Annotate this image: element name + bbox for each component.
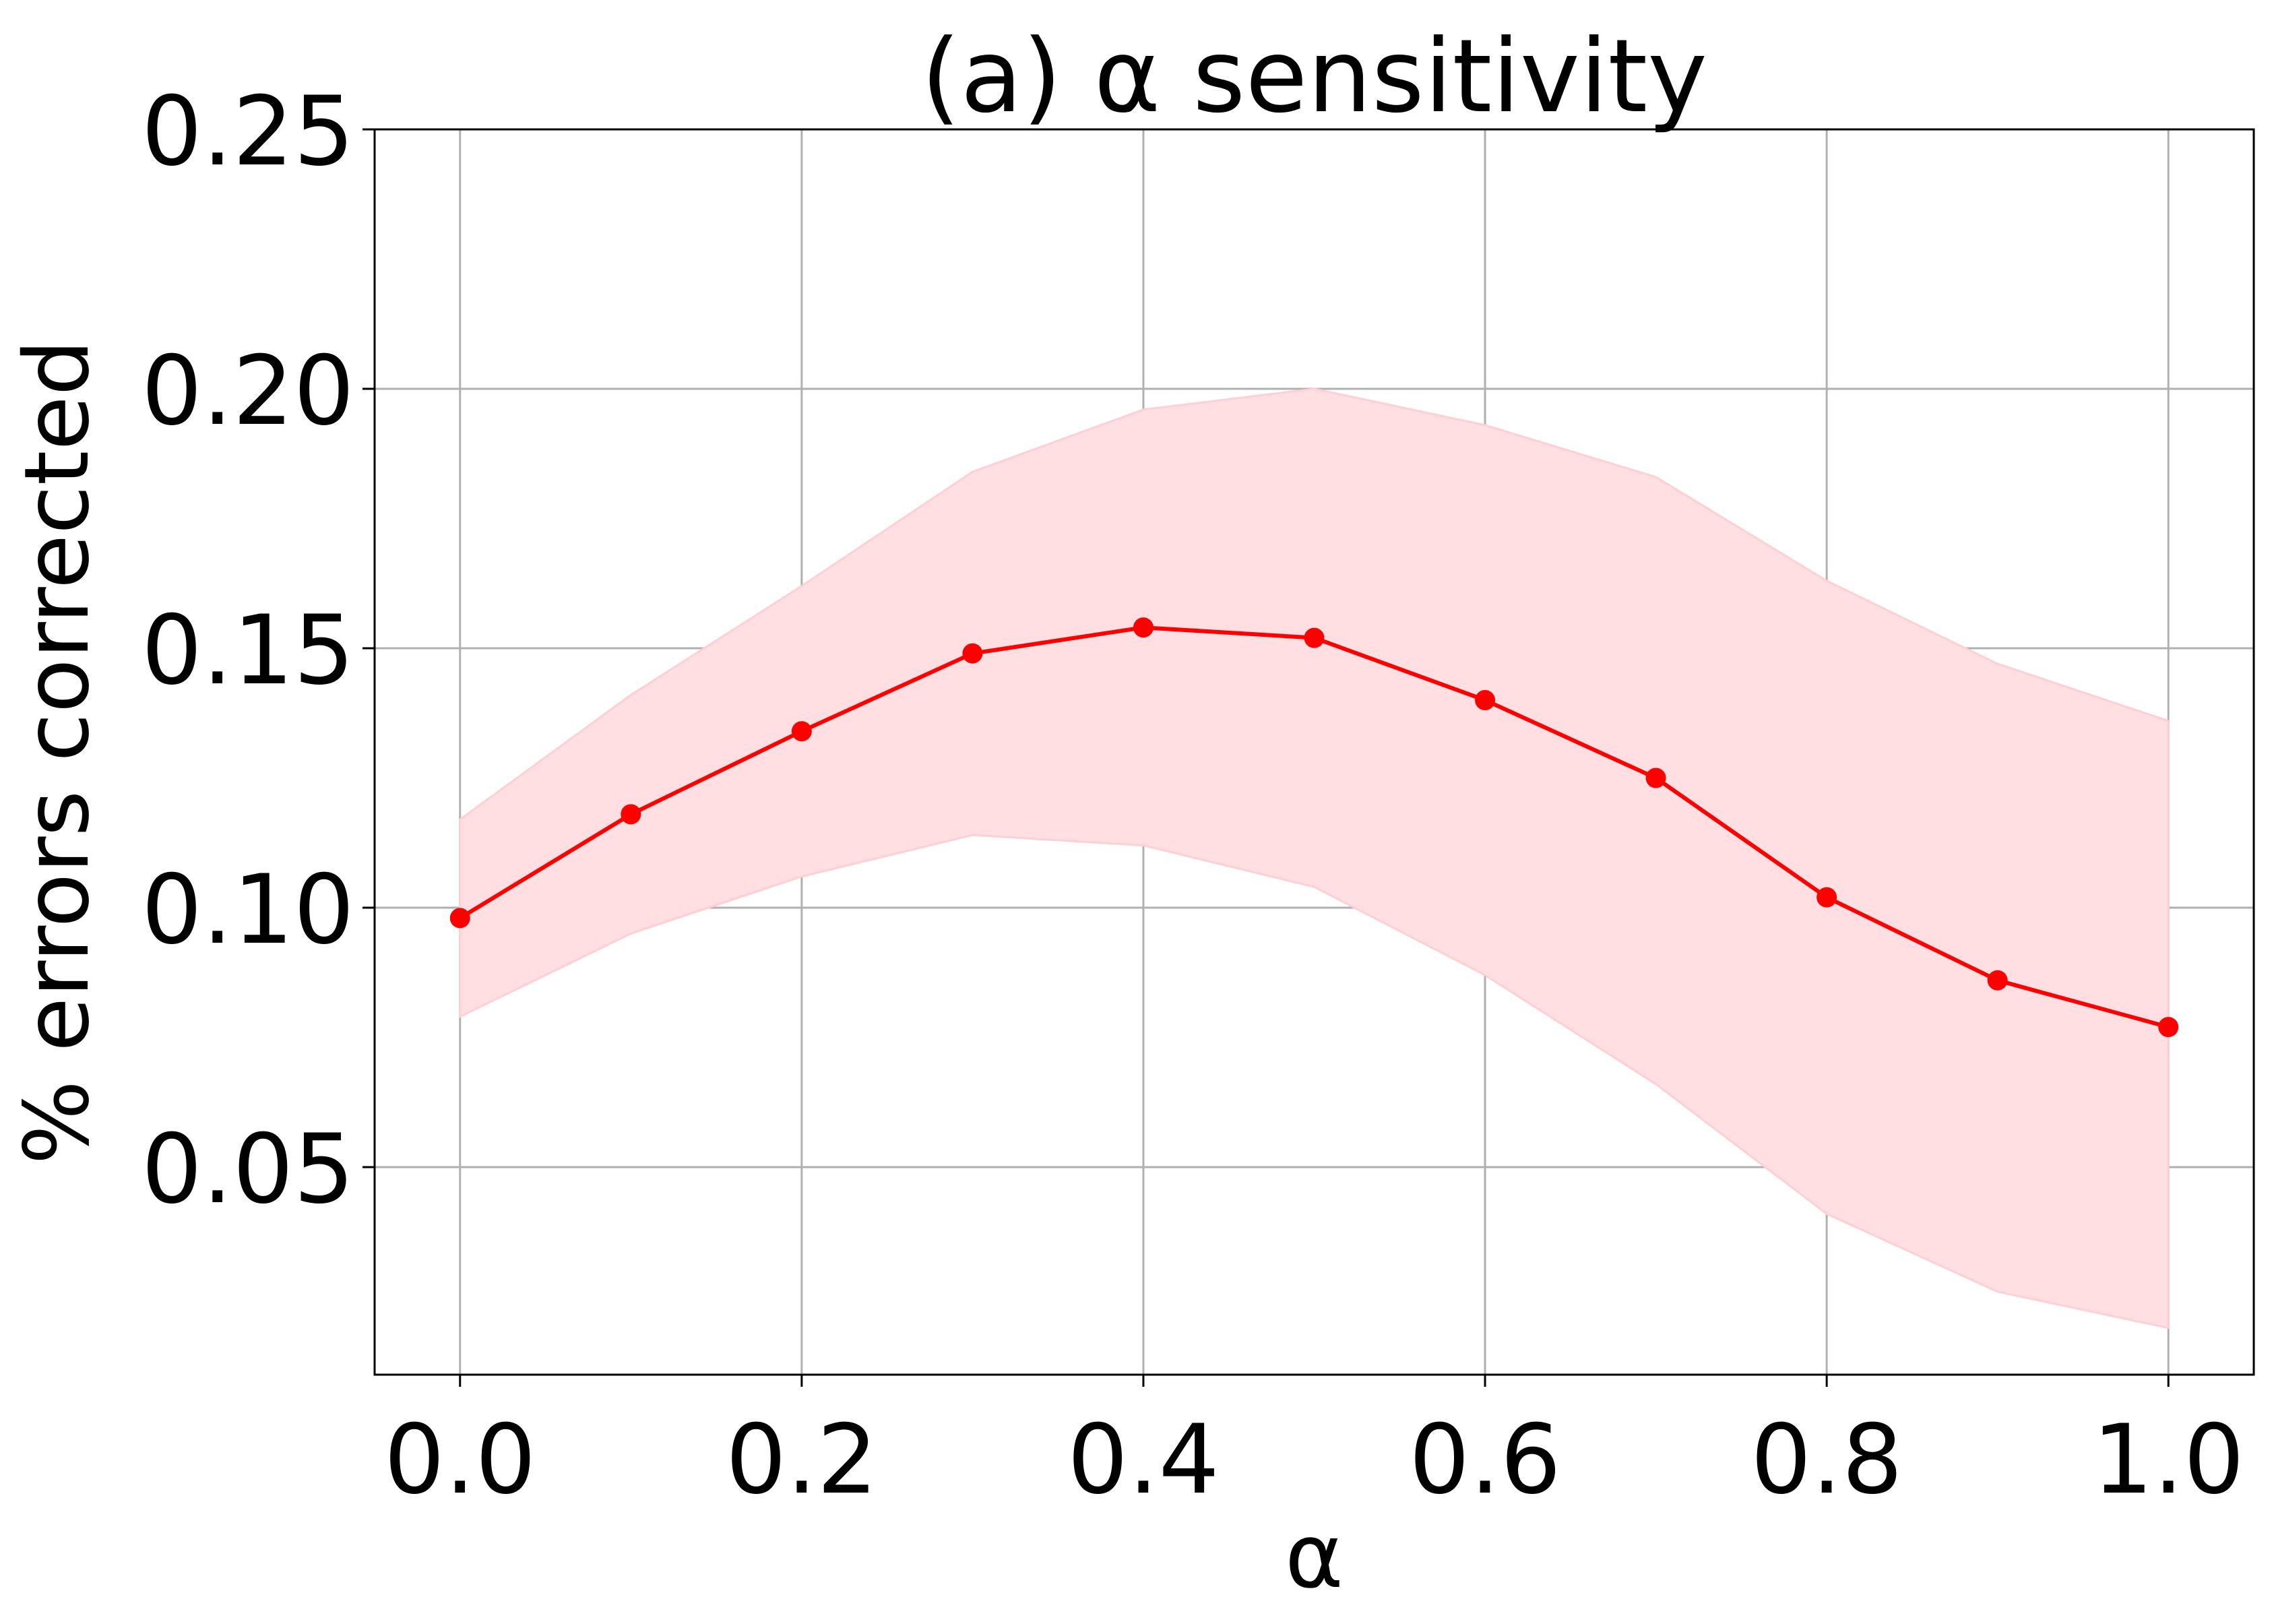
data-point <box>962 643 983 664</box>
data-point <box>1133 617 1154 638</box>
x-tick-label: 0.8 <box>1750 1404 1903 1516</box>
data-point <box>791 721 812 742</box>
y-tick-label: 0.20 <box>141 336 354 447</box>
confidence-band <box>459 387 2170 1330</box>
data-point <box>1987 970 2008 991</box>
x-tick-label: 0.0 <box>384 1404 536 1516</box>
y-tick-label: 0.10 <box>141 854 354 966</box>
y-tick-label: 0.15 <box>141 595 354 706</box>
x-axis-label: α <box>1285 1505 1344 1609</box>
data-point <box>1304 627 1325 648</box>
y-tick-label: 0.25 <box>141 76 354 187</box>
y-axis-label: % errors corrected <box>5 340 109 1165</box>
data-point <box>2158 1017 2179 1038</box>
x-tick-label: 0.6 <box>1409 1404 1561 1516</box>
data-point <box>621 804 641 825</box>
plot-frame <box>373 128 2255 1376</box>
data-point <box>1817 887 1837 908</box>
x-axis-ticks: 0.0 0.2 0.4 0.6 0.8 1.0 <box>384 1375 2244 1516</box>
x-tick-label: 1.0 <box>2092 1404 2244 1516</box>
data-point <box>1475 690 1496 710</box>
data-point <box>1645 768 1666 788</box>
x-tick-label: 0.4 <box>1067 1404 1220 1516</box>
y-axis-ticks: 0.05 0.10 0.15 0.20 0.25 <box>141 76 375 1225</box>
y-tick-label: 0.05 <box>141 1114 354 1225</box>
data-point <box>449 908 470 929</box>
chart-title: (a) α sensitivity <box>921 18 1707 135</box>
confidence-band-layer <box>459 387 2170 1330</box>
x-tick-label: 0.2 <box>726 1404 878 1516</box>
data-points <box>449 617 2179 1038</box>
